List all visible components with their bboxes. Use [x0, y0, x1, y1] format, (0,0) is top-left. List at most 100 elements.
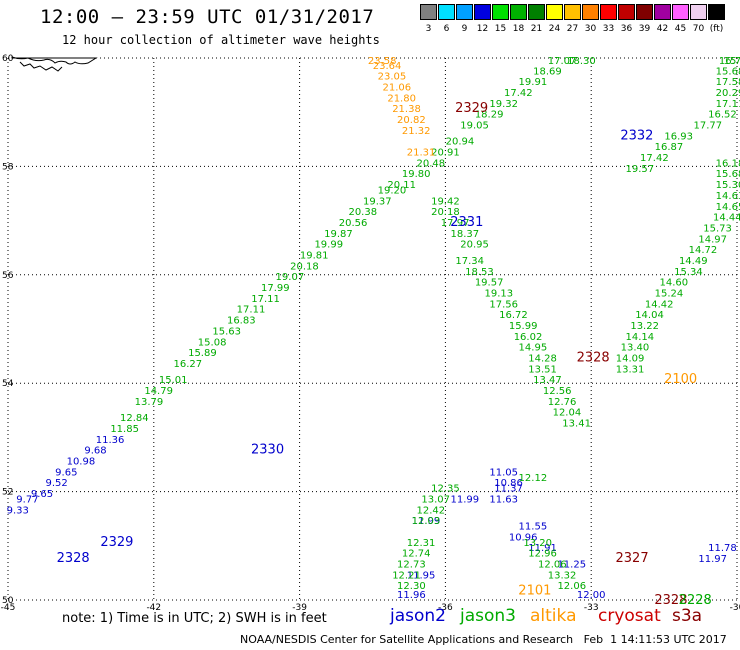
- swh-value: 19.81: [300, 251, 329, 262]
- swh-value: 12.06: [538, 559, 567, 570]
- swh-value: 15.63: [212, 326, 241, 337]
- pass-number-label: 2328: [57, 551, 90, 566]
- swh-value: 20.38: [348, 207, 377, 218]
- y-tick-label: 56: [2, 271, 14, 281]
- x-tick-label: -39: [292, 603, 307, 613]
- swh-value: 15.01: [159, 375, 188, 386]
- legend-item-jason2: jason2: [390, 606, 446, 626]
- swh-value: 18.37: [451, 229, 480, 240]
- color-swatch: [510, 4, 527, 20]
- swh-value: 17.07: [548, 56, 577, 67]
- color-label: 12: [476, 24, 489, 34]
- swh-value: 15: [724, 56, 737, 67]
- footnote: note: 1) Time is in UTC; 2) SWH is in fe…: [62, 611, 327, 626]
- swh-value: 13.32: [548, 570, 577, 581]
- swh-value: 13.41: [562, 419, 591, 430]
- y-tick-label: 58: [2, 162, 14, 172]
- page-subtitle: 12 hour collection of altimeter wave hei…: [62, 33, 380, 47]
- greenland-coast: [11, 56, 98, 72]
- pass-number-label: 2329: [455, 101, 488, 116]
- swh-value: 11.63: [489, 494, 518, 505]
- color-label: 36: [620, 24, 633, 34]
- y-tick-label: 54: [2, 379, 14, 389]
- swh-value: 14.65: [716, 202, 740, 213]
- swh-value: 17.11: [251, 294, 280, 305]
- x-tick-label: -36: [438, 603, 453, 613]
- swh-value: 17.58: [716, 77, 740, 88]
- pass-number-label: 2330: [251, 443, 284, 458]
- swh-value: 20.29: [716, 88, 740, 99]
- swh-value: 13.20: [523, 538, 552, 549]
- swh-value: 19.20: [378, 186, 407, 197]
- swh-value: 17.34: [455, 256, 484, 267]
- swh-value: 14.09: [616, 354, 645, 365]
- swh-value: 18.69: [533, 66, 562, 77]
- legend-item-s3a: s3a: [672, 606, 703, 626]
- swh-value: 10.86: [494, 478, 523, 489]
- color-label: 15: [494, 24, 507, 34]
- color-swatch: [636, 4, 653, 20]
- swh-value: 19.42: [431, 196, 460, 207]
- color-swatch: [420, 4, 437, 20]
- x-tick-label: -33: [584, 603, 599, 613]
- swh-value: 19.91: [519, 77, 548, 88]
- swh-value: 13.22: [630, 321, 659, 332]
- swh-value: 9.68: [84, 446, 106, 457]
- swh-value: 23.05: [378, 72, 407, 83]
- swh-values: 9.339.779.659.529.6510.989.6811.3611.051…: [7, 56, 740, 601]
- swh-value: 13.07: [421, 494, 450, 505]
- color-swatch: [672, 4, 689, 20]
- swh-value: 14.28: [528, 354, 557, 365]
- swh-value: 20.11: [387, 180, 416, 191]
- swh-value: 17.97: [441, 218, 470, 229]
- swh-value: 13.47: [533, 375, 562, 386]
- swh-value: 14.42: [645, 299, 674, 310]
- swh-value: 10.98: [67, 457, 96, 468]
- swh-value: 11.99: [412, 516, 441, 527]
- swh-value: 9.77: [16, 494, 38, 505]
- pass-number-label: 2100: [664, 372, 697, 387]
- swh-value: 10.96: [509, 532, 538, 543]
- swh-value: 12.30: [397, 581, 426, 592]
- legend-item-cryosat: cryosat: [598, 606, 661, 626]
- swh-value: 20.56: [339, 218, 368, 229]
- swh-value: 13.40: [621, 343, 650, 354]
- color-label: 21: [530, 24, 543, 34]
- swh-value: 16.18: [716, 158, 740, 169]
- color-swatch: [618, 4, 635, 20]
- swh-value: 15.89: [188, 348, 217, 359]
- color-swatch: [582, 4, 599, 20]
- color-swatch: [438, 4, 455, 20]
- coastline-shape: [11, 56, 98, 65]
- swh-value: 18.29: [475, 110, 504, 121]
- swh-value: 17.11: [716, 99, 740, 110]
- swh-value: 19.80: [402, 169, 431, 180]
- swh-value: 14.60: [659, 278, 688, 289]
- swh-value: 11.91: [528, 543, 557, 554]
- color-label: 42: [656, 24, 669, 34]
- pass-number-label: 2332: [620, 128, 653, 143]
- swh-value: 19.32: [489, 99, 518, 110]
- swh-value: 15.08: [198, 337, 227, 348]
- swh-value: 17.11: [237, 305, 266, 316]
- color-label: 3: [425, 24, 432, 34]
- swh-value: 16.83: [227, 316, 256, 327]
- swh-value: 12.06: [557, 581, 586, 592]
- page-title: 12:00 – 23:59 UTC 01/31/2017: [40, 6, 375, 28]
- color-swatch: [600, 4, 617, 20]
- coastline-detail: [19, 61, 63, 72]
- swh-value: 16.7: [719, 56, 740, 67]
- swh-value: 14.95: [519, 343, 548, 354]
- swh-value: 15.68: [716, 169, 740, 180]
- axis-ticks: -45 -42 -39 -36 -33 -30 50 52 54 56 58 60: [1, 54, 740, 613]
- swh-value: 20.48: [416, 158, 445, 169]
- swh-value: 14.72: [689, 245, 718, 256]
- swh-value: 20.18: [290, 261, 319, 272]
- color-swatch: [528, 4, 545, 20]
- color-swatch: [456, 4, 473, 20]
- pass-number-label: 2228: [679, 593, 712, 608]
- y-tick-label: 50: [2, 596, 14, 606]
- swh-value: 12.12: [519, 473, 548, 484]
- swh-value: 13.79: [135, 397, 164, 408]
